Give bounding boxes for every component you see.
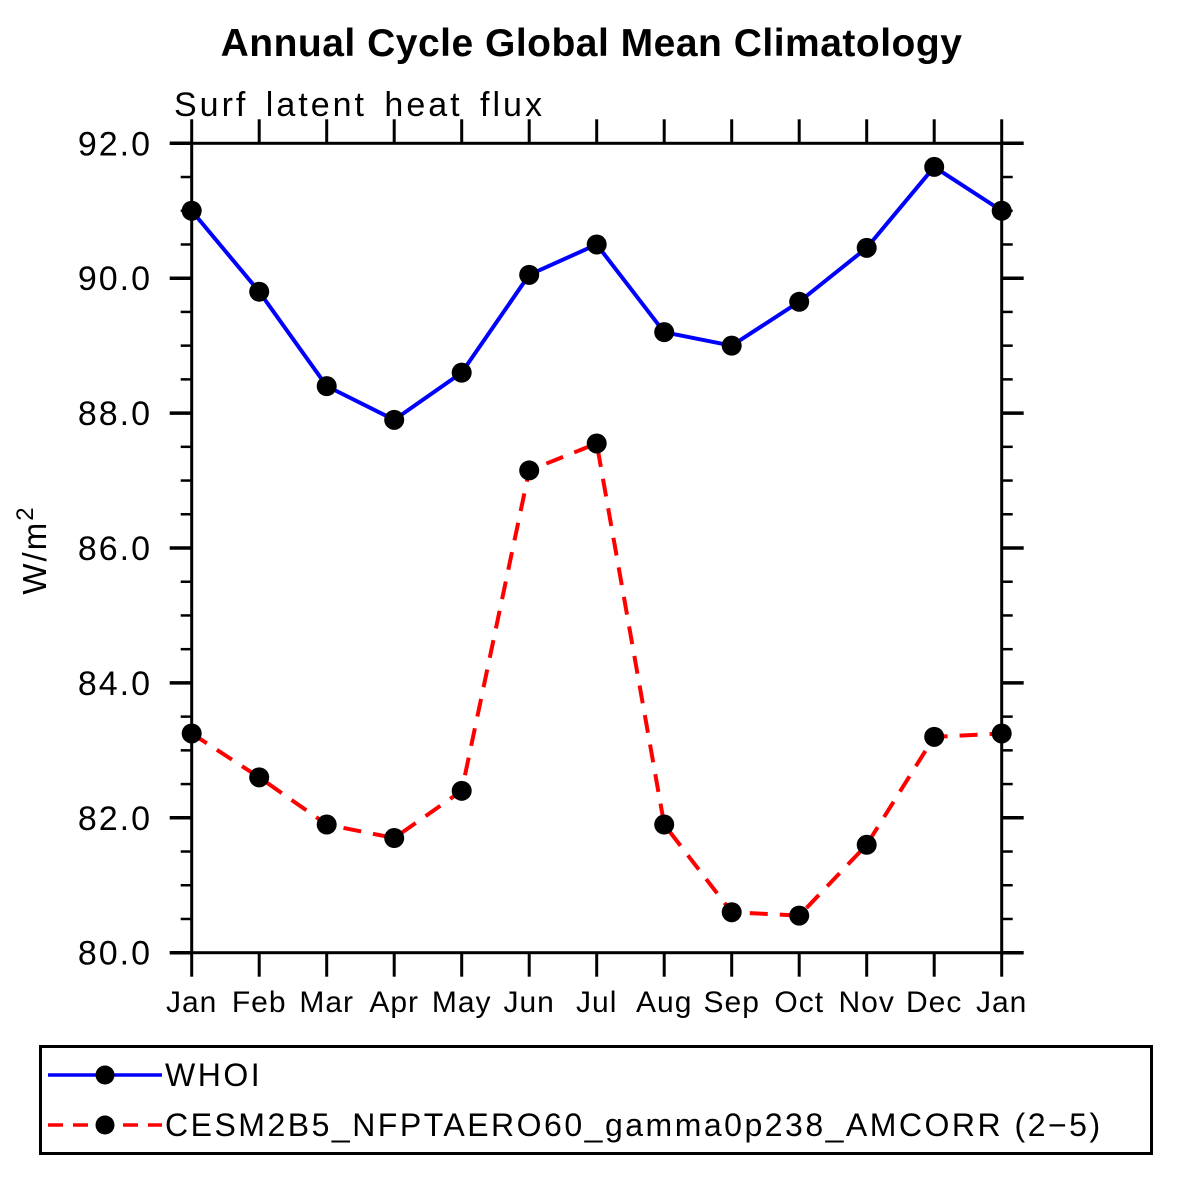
y-tick-label: 92.0 — [78, 125, 152, 163]
x-tick-label: Dec — [906, 986, 962, 1019]
series-line-0 — [190, 164, 1003, 423]
x-tick-label: May — [432, 986, 492, 1019]
x-tick-label: Mar — [299, 986, 354, 1019]
data-point-marker-0 — [181, 200, 202, 221]
data-point-marker-1 — [249, 767, 270, 788]
data-point-marker-0 — [451, 362, 472, 383]
y-tick-label: 88.0 — [78, 395, 152, 433]
legend-box: WHOI CESM2B5_NFPTAERO60_gamma0p238_AMCOR… — [39, 1045, 1153, 1155]
x-tick-label: Jan — [976, 986, 1027, 1019]
data-point-marker-0 — [519, 264, 540, 285]
data-point-marker-1 — [789, 905, 810, 926]
legend-marker — [95, 1065, 115, 1085]
x-tick-label: Sep — [704, 986, 760, 1019]
x-tick-label: Nov — [839, 986, 895, 1019]
legend-line-sample-solid — [48, 1065, 162, 1085]
legend-label: WHOI — [165, 1056, 263, 1093]
data-point-marker-0 — [789, 291, 810, 312]
data-point-marker-1 — [991, 723, 1012, 744]
series-line-1 — [190, 440, 1002, 918]
data-point-marker-1 — [519, 460, 540, 481]
x-tick-label: Jul — [576, 986, 617, 1019]
legend-line-sample-dashed — [48, 1115, 162, 1135]
plot-area: W/m2 80.0 82.0 84.0 86.0 88.0 90.0 92.0 Jan Feb M… — [12, 119, 1027, 1019]
x-tick-label: Jan — [166, 986, 217, 1019]
legend-item-whoi: WHOI — [42, 1052, 1150, 1098]
y-tick-label: 86.0 — [78, 530, 152, 568]
data-point-marker-1 — [924, 726, 945, 747]
data-point-marker-0 — [316, 376, 337, 397]
legend-label: CESM2B5_NFPTAERO60_gamma0p238_AMCORR (2−… — [165, 1106, 1103, 1143]
data-point-marker-1 — [654, 814, 675, 835]
data-point-marker-1 — [451, 780, 472, 801]
data-point-marker-0 — [586, 234, 607, 255]
data-point-marker-1 — [316, 814, 337, 835]
data-point-marker-0 — [991, 200, 1012, 221]
data-point-marker-0 — [856, 237, 877, 258]
chart-title: Annual Cycle Global Mean Climatology — [220, 22, 963, 65]
data-point-marker-1 — [856, 834, 877, 855]
x-tick-label: Jun — [504, 986, 555, 1019]
data-point-marker-0 — [384, 409, 405, 430]
data-point-marker-0 — [249, 281, 270, 302]
data-point-marker-0 — [654, 322, 675, 343]
y-tick-label: 80.0 — [78, 935, 152, 973]
data-point-marker-0 — [721, 335, 742, 356]
data-point-marker-1 — [586, 433, 607, 454]
y-tick-label: 82.0 — [78, 800, 152, 838]
legend-item-cesm2b5: CESM2B5_NFPTAERO60_gamma0p238_AMCORR (2−… — [42, 1102, 1150, 1148]
axis-frame — [190, 141, 1004, 955]
data-point-marker-1 — [384, 828, 405, 849]
data-point-marker-0 — [924, 156, 945, 177]
y-tick-label: 84.0 — [78, 665, 152, 703]
x-tick-label: Oct — [774, 986, 824, 1019]
data-point-marker-1 — [721, 902, 742, 923]
x-tick-label: Aug — [636, 986, 692, 1019]
y-tick-label: 90.0 — [78, 260, 152, 298]
x-tick-label: Feb — [232, 986, 287, 1019]
data-point-marker-1 — [181, 723, 202, 744]
y-axis-label: W/m2 — [12, 505, 53, 594]
chart-subtitle: Surf latent heat flux — [174, 86, 545, 124]
x-tick-label: Apr — [369, 986, 419, 1019]
legend-marker — [95, 1115, 115, 1135]
